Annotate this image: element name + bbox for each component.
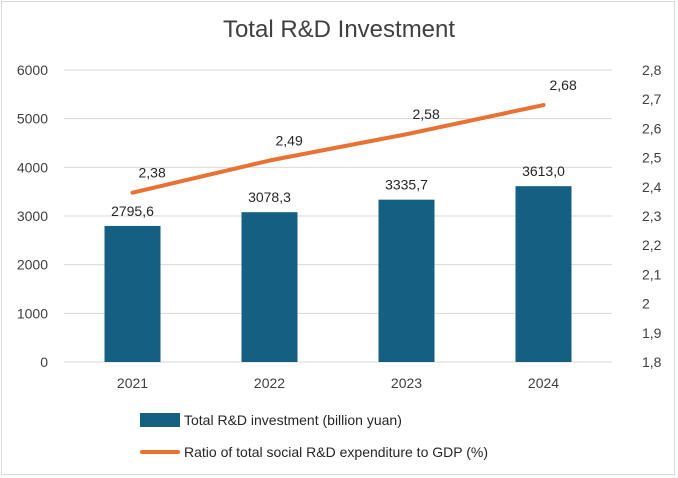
y-left-tick-label: 1000 bbox=[17, 305, 48, 321]
line-data-label: 2,58 bbox=[413, 106, 440, 122]
y-left-tick-label: 2000 bbox=[17, 257, 48, 273]
bar-data-label: 3613,0 bbox=[522, 163, 565, 179]
y-right-tick-label: 2,1 bbox=[642, 266, 662, 282]
y-left-tick-label: 6000 bbox=[17, 62, 48, 78]
legend-item-bars: Total R&D investment (billion yuan) bbox=[140, 412, 402, 428]
line-data-label: 2,38 bbox=[139, 165, 166, 181]
y-right-tick-label: 2,3 bbox=[642, 208, 662, 224]
bar bbox=[378, 199, 435, 362]
x-tick-label: 2021 bbox=[117, 375, 148, 391]
x-tick-label: 2024 bbox=[528, 375, 559, 391]
legend-swatch-line bbox=[140, 450, 180, 454]
legend-item-line: Ratio of total social R&D expenditure to… bbox=[140, 444, 488, 460]
y-right-tick-label: 2,7 bbox=[642, 91, 662, 107]
line-data-label: 2,68 bbox=[550, 77, 577, 93]
legend-swatch-bars bbox=[140, 413, 180, 427]
chart-title: Total R&D Investment bbox=[222, 16, 456, 43]
legend-label-bars: Total R&D investment (billion yuan) bbox=[184, 412, 402, 428]
y-right-tick-label: 2,4 bbox=[642, 179, 662, 195]
line-data-label: 2,49 bbox=[276, 133, 303, 149]
bar bbox=[241, 212, 298, 362]
y-left-tick-label: 5000 bbox=[17, 111, 48, 127]
series-line bbox=[130, 103, 546, 195]
y-left-tick-label: 0 bbox=[40, 354, 48, 370]
bar-data-label: 2795,6 bbox=[111, 203, 154, 219]
legend-label-line: Ratio of total social R&D expenditure to… bbox=[184, 444, 488, 460]
bar-data-label: 3078,3 bbox=[248, 189, 291, 205]
y-right-tick-label: 2,6 bbox=[642, 120, 662, 136]
y-left-tick-label: 3000 bbox=[17, 208, 48, 224]
bar bbox=[515, 186, 572, 362]
bar bbox=[104, 225, 161, 362]
y-right-tick-label: 2,8 bbox=[642, 62, 662, 78]
x-tick-label: 2022 bbox=[254, 375, 285, 391]
y-left-tick-label: 4000 bbox=[17, 159, 48, 175]
y-right-tick-label: 1,9 bbox=[642, 325, 662, 341]
y-right-tick-label: 2 bbox=[642, 296, 650, 312]
x-tick-label: 2023 bbox=[391, 375, 422, 391]
y-right-tick-label: 1,8 bbox=[642, 354, 662, 370]
y-right-tick-label: 2,2 bbox=[642, 237, 662, 253]
y-right-tick-label: 2,5 bbox=[642, 150, 662, 166]
bar-data-label: 3335,7 bbox=[385, 177, 428, 193]
